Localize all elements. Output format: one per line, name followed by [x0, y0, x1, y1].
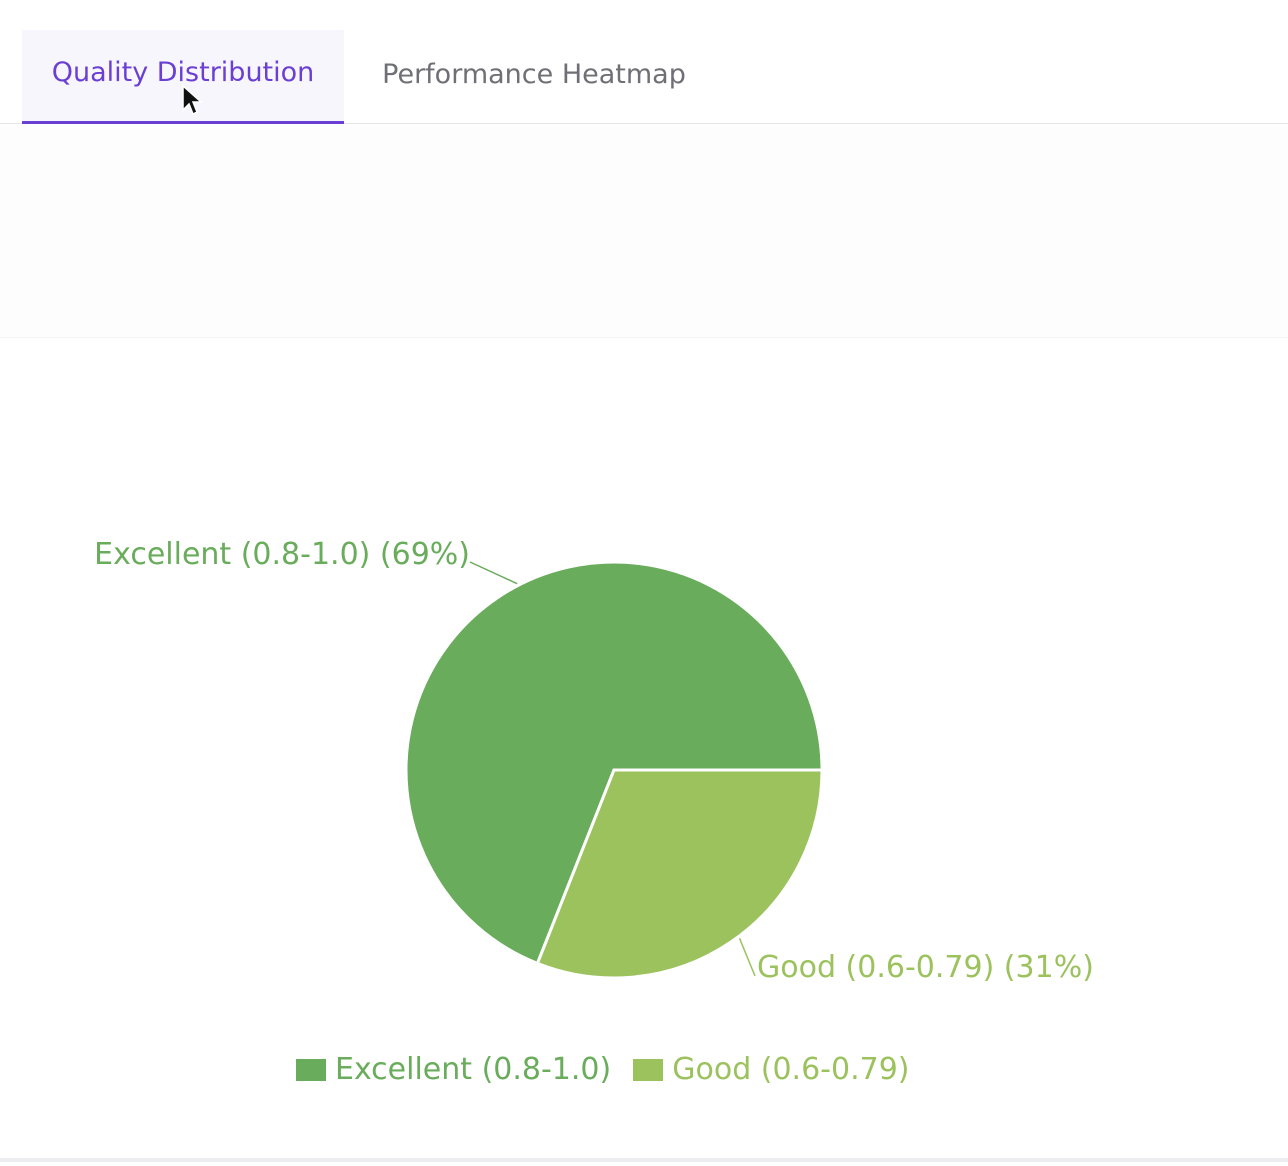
- legend-label-good: Good (0.6-0.79): [672, 1052, 910, 1087]
- tab-performance-heatmap[interactable]: Performance Heatmap: [356, 30, 712, 124]
- data-label-good: Good (0.6-0.79) (31%): [757, 950, 1094, 985]
- legend-label-excellent: Excellent (0.8-1.0): [335, 1052, 612, 1087]
- leader-line-good: [738, 938, 756, 977]
- tab-quality-distribution-label: Quality Distribution: [51, 57, 315, 88]
- data-label-excellent: Excellent (0.8-1.0) (69%): [94, 537, 470, 572]
- legend-item-good[interactable]: Good (0.6-0.79): [633, 1052, 910, 1087]
- mouse-cursor-icon: [182, 84, 203, 116]
- legend-item-excellent[interactable]: Excellent (0.8-1.0): [296, 1052, 611, 1087]
- tab-performance-heatmap-label: Performance Heatmap: [382, 58, 686, 90]
- empty-panel: [0, 125, 1288, 338]
- legend-swatch-good: [633, 1058, 664, 1081]
- bottom-divider: [0, 1158, 1288, 1162]
- leader-line-excellent: [469, 561, 518, 585]
- pie-slice-excellent[interactable]: [404, 560, 824, 966]
- legend-swatch-excellent: [296, 1058, 326, 1081]
- chart-legend: Excellent (0.8-1.0) Good (0.6-0.79): [296, 1052, 932, 1087]
- pie-slice-good[interactable]: [535, 768, 824, 980]
